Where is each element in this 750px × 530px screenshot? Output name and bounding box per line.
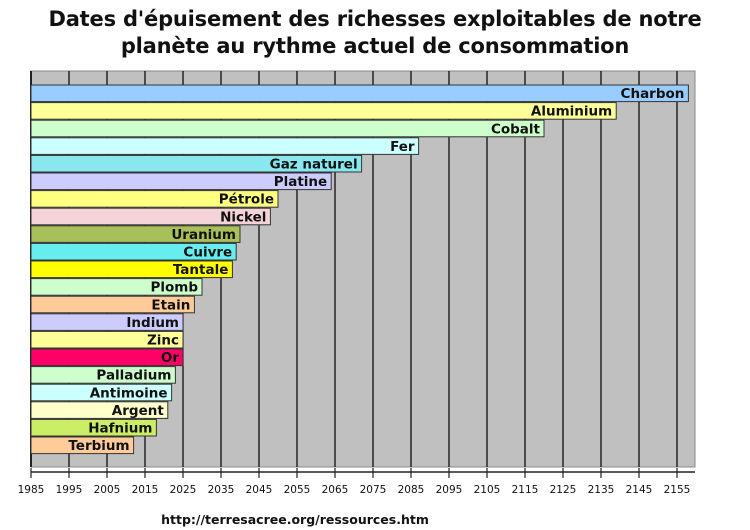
x-tick-label: 1985: [18, 484, 45, 496]
bar-label: Cobalt: [491, 121, 541, 137]
bar-group: Pétrole: [30, 190, 279, 208]
bar-label: Platine: [274, 174, 327, 190]
bar-group: Palladium: [30, 366, 176, 384]
bar: [30, 366, 176, 384]
bar-label: Fer: [390, 139, 415, 155]
bar-group: Charbon: [30, 84, 689, 103]
bar-label: Zinc: [147, 333, 179, 349]
x-tick-label: 2055: [284, 484, 311, 496]
bar: [30, 190, 279, 208]
x-tick-label: 2045: [246, 484, 273, 496]
chart-title: Dates d'épuisement des richesses exploit…: [0, 6, 750, 60]
bar-group: Cobalt: [30, 119, 545, 138]
bar-group: Nickel: [30, 207, 271, 226]
bar-label: Or: [161, 350, 179, 366]
x-tick-label: 2035: [208, 484, 235, 496]
bar-group: Indium: [30, 313, 184, 331]
bar-group: Cuivre: [30, 242, 237, 261]
bar-label: Palladium: [96, 368, 171, 384]
x-tick-label: 1995: [56, 484, 83, 496]
bar-label: Gaz naturel: [270, 157, 358, 173]
bar-label: Indium: [126, 315, 179, 331]
x-tick-label: 2125: [550, 484, 577, 496]
x-tick-label: 2135: [588, 484, 615, 496]
bar-label: Antimoine: [90, 385, 168, 401]
x-tick-label: 2105: [474, 484, 501, 496]
x-axis: 1985 1995 2005 2015 2025 2035 2045 2055 2065 2075…: [18, 468, 695, 496]
x-tick-label: 2085: [398, 484, 425, 496]
bar: [30, 330, 184, 349]
bar-group: Plomb: [30, 278, 203, 296]
x-tick-label: 2115: [512, 484, 539, 496]
source-link[interactable]: http://terresacree.org/ressources.htm: [161, 512, 429, 527]
bar: [30, 137, 420, 155]
bar-label: Pétrole: [219, 192, 274, 208]
bar-label: Nickel: [220, 209, 266, 225]
bar: [30, 313, 184, 331]
bar-group: Etain: [30, 295, 195, 314]
bar: [30, 418, 157, 437]
bar: [30, 119, 545, 138]
bar-label: Charbon: [621, 86, 685, 102]
bar-group: Argent: [30, 401, 169, 419]
bar-label: Argent: [112, 403, 165, 419]
bar-group: Platine: [30, 172, 332, 191]
bar-label: Plomb: [150, 280, 198, 296]
x-tick-label: 2145: [626, 484, 653, 496]
bar-label: Tantale: [173, 262, 229, 278]
bar-group: Gaz naturel: [30, 154, 363, 173]
bar-label: Etain: [151, 297, 190, 313]
bar: [30, 401, 169, 419]
bar-label: Aluminium: [531, 104, 612, 120]
bar: [30, 154, 363, 173]
x-tick-label: 2005: [94, 484, 121, 496]
bar-label: Hafnium: [88, 421, 152, 437]
bar: [30, 84, 689, 103]
bar: [30, 102, 617, 120]
bar-group: Or: [30, 348, 184, 367]
bar: [30, 260, 233, 279]
x-tick-label: 2155: [664, 484, 691, 496]
x-tick-label: 2015: [132, 484, 159, 496]
bar-group: Antimoine: [30, 383, 173, 402]
x-tick-label: 2025: [170, 484, 197, 496]
bar-group: Terbium: [30, 436, 135, 455]
bar-group: Fer: [30, 137, 420, 155]
bar-label: Uranium: [171, 227, 236, 243]
bar: [30, 225, 241, 243]
bar: [30, 207, 271, 226]
x-tick-label: 2075: [360, 484, 387, 496]
bar: [30, 172, 332, 191]
bar-group: Aluminium: [30, 102, 617, 120]
bar: [30, 348, 184, 367]
bar-label: Terbium: [68, 438, 129, 454]
bar-group: Hafnium: [30, 418, 157, 437]
bar-group: Uranium: [30, 225, 241, 243]
bar: [30, 278, 203, 296]
bar: [30, 242, 237, 261]
bar: [30, 383, 173, 402]
bar: [30, 295, 195, 314]
bar-group: Zinc: [30, 330, 184, 349]
bar: [30, 436, 135, 455]
chart-title-line-2: planète au rythme actuel de consommation: [120, 34, 630, 58]
x-tick-label: 2065: [322, 484, 349, 496]
chart-title-line-1: Dates d'épuisement des richesses exploit…: [48, 7, 702, 31]
x-tick-label: 2095: [436, 484, 463, 496]
bar-group: Tantale: [30, 260, 233, 279]
bar-label: Cuivre: [183, 245, 232, 261]
